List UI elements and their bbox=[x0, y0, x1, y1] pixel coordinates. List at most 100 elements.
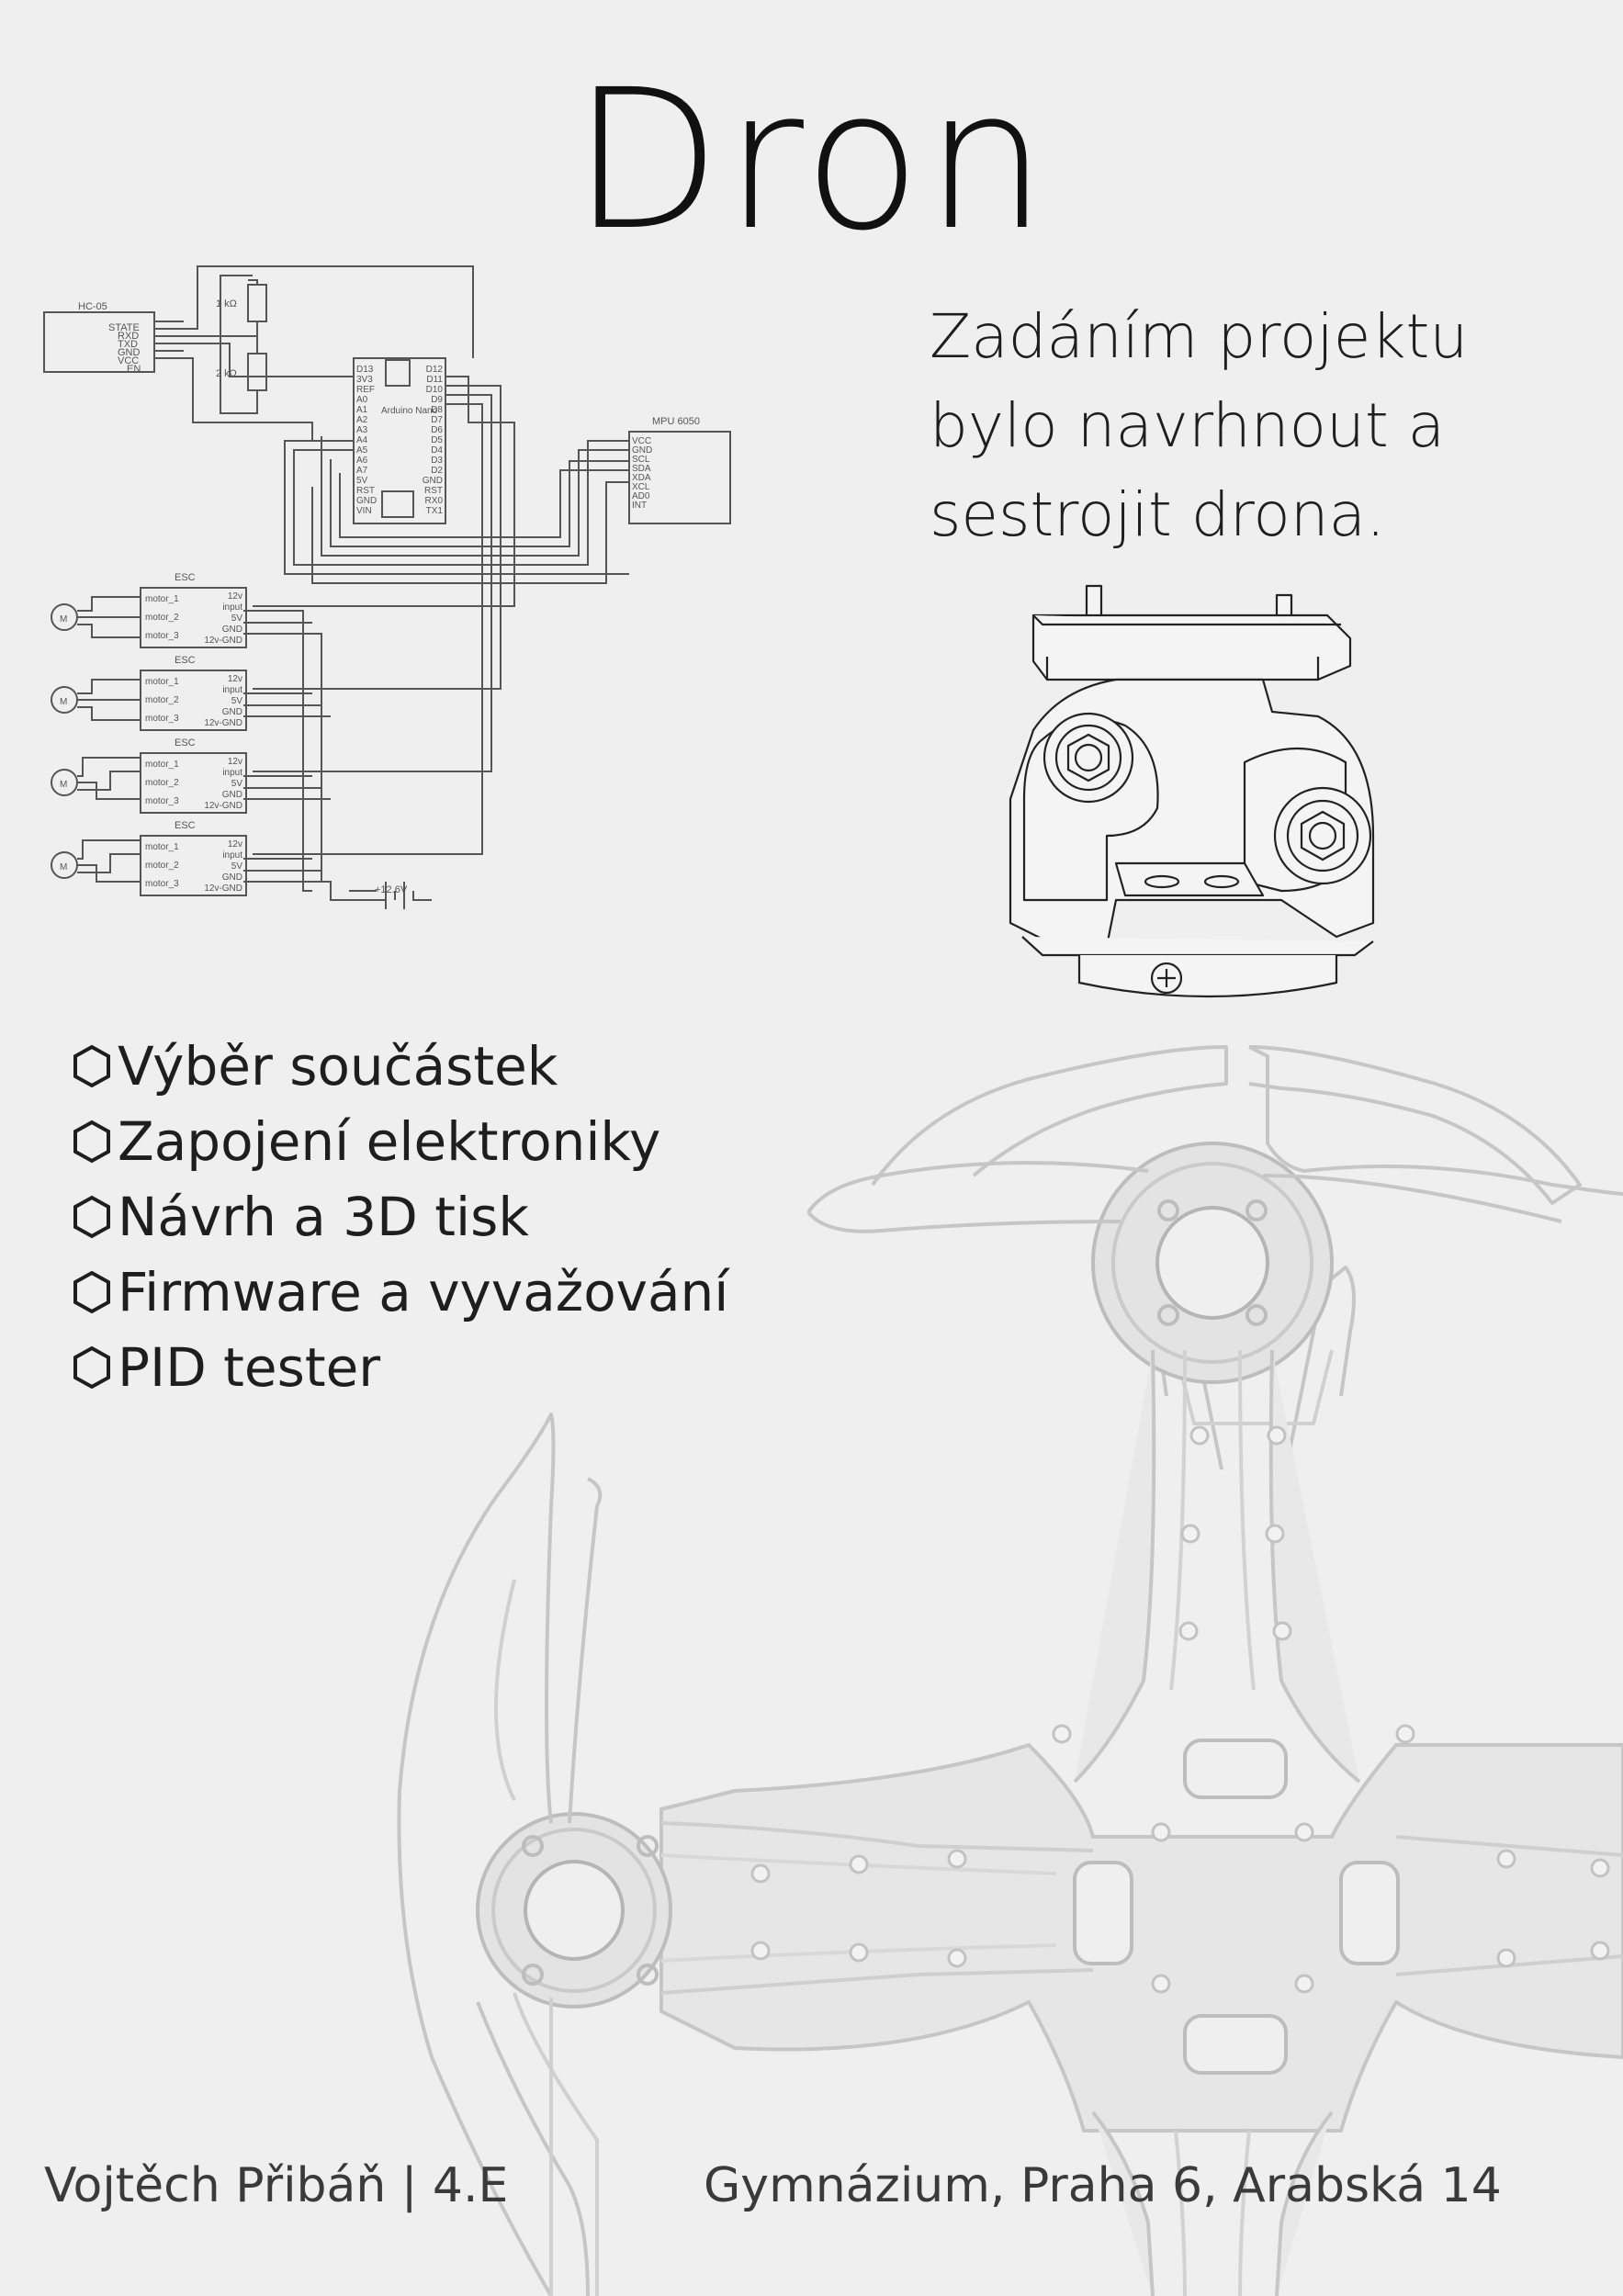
esc-pin-right: 12v bbox=[228, 674, 242, 684]
mpu-pin: AD0 bbox=[632, 491, 650, 501]
arduino-pin-left: D13 bbox=[356, 365, 374, 375]
mpu-pin: GND bbox=[632, 445, 652, 456]
list-item: Návrh a 3D tisk bbox=[72, 1179, 728, 1255]
hexagon-icon bbox=[73, 1345, 110, 1390]
arduino-pin-right: RX0 bbox=[425, 496, 444, 506]
esc-pin-left: motor_2 bbox=[145, 778, 179, 788]
arduino-pin-left: A0 bbox=[356, 395, 368, 405]
esc-pin-left: motor_2 bbox=[145, 695, 179, 705]
hexagon-icon bbox=[73, 1195, 110, 1239]
hexagon-icon bbox=[73, 1120, 110, 1164]
task-label: Návrh a 3D tisk bbox=[118, 1186, 529, 1248]
task-label: Zapojení elektroniky bbox=[118, 1110, 661, 1173]
motor-symbol: M bbox=[60, 697, 67, 707]
mpu-pin: XDA bbox=[632, 473, 651, 483]
esc-pin-right: 5V bbox=[231, 861, 243, 872]
hc05-label: HC-05 bbox=[78, 301, 107, 312]
school-footer: Gymnázium, Praha 6, Arabská 14 bbox=[704, 2158, 1502, 2213]
esc-4 bbox=[140, 835, 247, 896]
arduino-pin-left: A6 bbox=[356, 456, 368, 466]
esc-pin-right: GND bbox=[222, 790, 242, 800]
arduino-pin-right: TX1 bbox=[426, 506, 444, 516]
hc05-pin: VCC bbox=[118, 355, 139, 366]
arduino-pin-right: D5 bbox=[431, 435, 443, 445]
arduino-pin-right: D9 bbox=[431, 395, 443, 405]
list-item: Zapojení elektroniky bbox=[72, 1104, 728, 1179]
esc-pin-right: 5V bbox=[231, 779, 243, 789]
resistor-1k-label: 1 kΩ bbox=[216, 298, 237, 310]
list-item: Výběr součástek bbox=[72, 1029, 728, 1104]
esc-pin-left: motor_3 bbox=[145, 631, 179, 641]
task-label: Firmware a vyvažování bbox=[118, 1261, 729, 1323]
mpu-pin: SCL bbox=[632, 455, 650, 465]
arduino-pin-right: D6 bbox=[431, 425, 443, 435]
esc-pin-right: GND bbox=[222, 872, 242, 883]
esc-pin-right: 12v bbox=[228, 757, 242, 767]
esc-label: ESC bbox=[175, 655, 196, 666]
arduino-pin-left: A2 bbox=[356, 415, 368, 425]
esc-pin-right: 5V bbox=[231, 613, 243, 624]
arduino-pin-left: A7 bbox=[356, 466, 368, 476]
arduino-pin-right: D11 bbox=[426, 375, 443, 385]
arduino-pin-left: RST bbox=[356, 486, 375, 496]
esc-pin-left: motor_2 bbox=[145, 861, 179, 871]
mpu-label: MPU 6050 bbox=[652, 416, 700, 427]
esc-pin-left: motor_2 bbox=[145, 613, 179, 623]
arduino-pin-right: D7 bbox=[431, 415, 443, 425]
arduino-pin-right: D2 bbox=[431, 466, 443, 476]
esc-pin-right: input bbox=[222, 602, 242, 613]
task-label: PID tester bbox=[118, 1336, 381, 1399]
arduino-pin-right: D4 bbox=[431, 445, 443, 456]
arduino-pin-right: D3 bbox=[431, 456, 443, 466]
motor-symbol: M bbox=[60, 614, 67, 625]
arduino-pin-left: A1 bbox=[356, 405, 368, 415]
motor-symbol: M bbox=[60, 780, 67, 790]
esc-pin-left: motor_1 bbox=[145, 594, 179, 604]
esc-pin-right: 12v-GND bbox=[204, 718, 242, 728]
arduino-pin-right: D12 bbox=[426, 365, 444, 375]
esc-pin-right: 12v-GND bbox=[204, 801, 242, 811]
esc-pin-left: motor_1 bbox=[145, 677, 179, 687]
hexagon-icon bbox=[73, 1270, 110, 1314]
arduino-pin-left: A5 bbox=[356, 445, 368, 456]
esc-pin-left: motor_3 bbox=[145, 714, 179, 724]
hc05-box bbox=[43, 311, 155, 373]
motor-symbol: M bbox=[60, 862, 67, 872]
arduino-pin-right: RST bbox=[424, 486, 443, 496]
arduino-pin-right: D10 bbox=[426, 385, 444, 395]
esc-pin-right: GND bbox=[222, 625, 242, 635]
esc-pin-right: input bbox=[222, 768, 242, 778]
arduino-label: Arduino Nano bbox=[381, 406, 438, 416]
esc-pin-left: motor_1 bbox=[145, 842, 179, 852]
esc-pin-left: motor_3 bbox=[145, 879, 179, 889]
list-item: Firmware a vyvažování bbox=[72, 1255, 728, 1330]
arduino-pin-left: VIN bbox=[356, 506, 372, 516]
mpu-pin: VCC bbox=[632, 436, 651, 446]
esc-pin-right: 12v-GND bbox=[204, 636, 242, 646]
hc05-pin: STATE bbox=[108, 322, 140, 333]
arduino-pin-left: 3V3 bbox=[356, 375, 373, 385]
mpu-pin: SDA bbox=[632, 464, 651, 474]
motor-mount-drawing bbox=[1009, 584, 1375, 998]
arduino-pin-left: A4 bbox=[356, 435, 368, 445]
resistor-1k bbox=[247, 284, 267, 322]
mpu-pin: INT bbox=[632, 501, 647, 511]
esc-label: ESC bbox=[175, 737, 196, 748]
esc-pin-right: 5V bbox=[231, 696, 243, 706]
esc-label: ESC bbox=[175, 572, 196, 583]
resistor-2k-label: 2 kΩ bbox=[216, 368, 237, 379]
mpu-box bbox=[628, 431, 731, 524]
hc05-pin: EN bbox=[127, 364, 141, 375]
esc-pin-right: input bbox=[222, 685, 242, 695]
esc-pin-left: motor_1 bbox=[145, 760, 179, 770]
esc-pin-right: 12v bbox=[228, 591, 242, 602]
wiring-schematic: HC-05 STATE RXD TXD GND VCC EN 1 kΩ 2 kΩ… bbox=[43, 265, 731, 909]
hc05-pin: RXD bbox=[118, 331, 139, 342]
arduino-pin-left: REF bbox=[356, 385, 375, 395]
task-label: Výběr součástek bbox=[118, 1035, 558, 1097]
list-item: PID tester bbox=[72, 1330, 728, 1405]
arduino-pin-right: GND bbox=[423, 476, 443, 486]
esc-pin-right: 12v bbox=[228, 839, 242, 850]
arduino-pin-left: 5V bbox=[356, 476, 368, 486]
battery-label: +12.6V bbox=[375, 884, 408, 895]
